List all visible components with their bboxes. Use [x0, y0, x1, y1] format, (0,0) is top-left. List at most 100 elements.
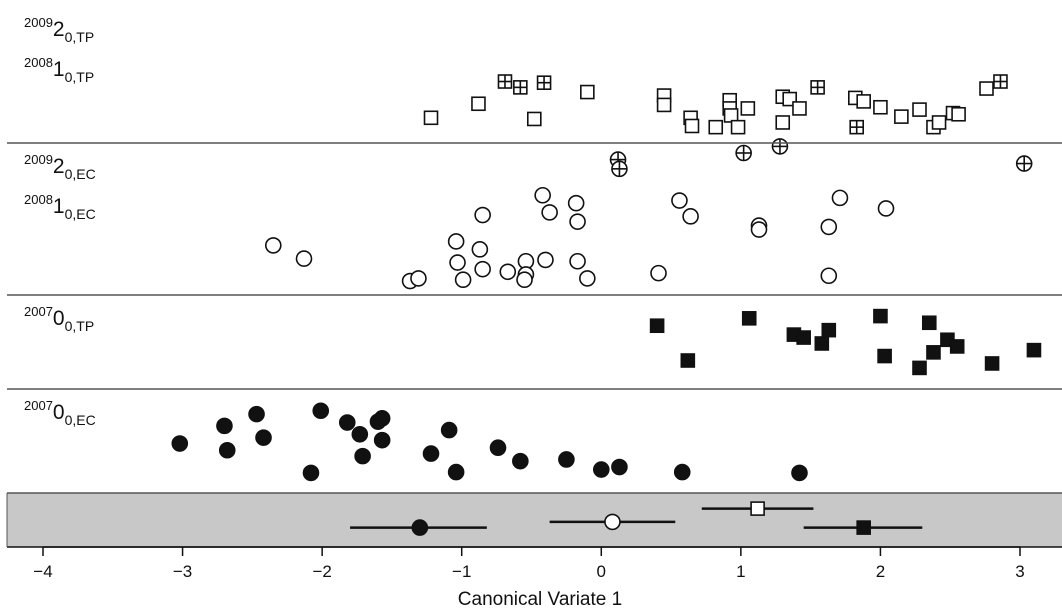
- filled-circle-point: [248, 405, 265, 423]
- x-axis-title: Canonical Variate 1: [458, 589, 622, 610]
- open-square-point: [979, 81, 994, 96]
- open-circle-point: [831, 189, 849, 207]
- open-square-point: [792, 101, 807, 116]
- filled-square-point: [873, 308, 888, 324]
- panel-background: [7, 493, 1062, 547]
- panel-label: 200920,TP: [24, 15, 94, 45]
- panel-2: 200920,EC 200810,EC: [24, 138, 1033, 290]
- open-circle-point: [454, 271, 472, 289]
- filled-square-point: [926, 345, 941, 360]
- x-tick-label: 0: [597, 562, 606, 581]
- filled-square-point: [856, 520, 871, 535]
- filled-square-point: [680, 353, 696, 368]
- panel-4: 200700,EC: [24, 398, 808, 482]
- open-circle-point: [750, 221, 768, 238]
- crossed-square-point: [513, 80, 528, 95]
- open-circle-point: [449, 254, 466, 271]
- open-circle-point: [569, 213, 586, 230]
- filled-square-point: [796, 330, 811, 345]
- filled-circle-point: [440, 421, 458, 439]
- x-tick-label: 1: [736, 562, 745, 581]
- filled-circle-point: [338, 414, 356, 431]
- filled-circle-point: [373, 431, 391, 449]
- open-circle-point: [474, 260, 491, 278]
- filled-circle-point: [673, 463, 691, 481]
- filled-circle-point: [255, 429, 272, 446]
- open-square-point: [856, 94, 871, 109]
- x-tick-label: −2: [312, 562, 331, 581]
- open-square-point: [775, 115, 791, 130]
- crossed-circle-point: [1015, 155, 1033, 172]
- x-tick-label: −4: [33, 562, 52, 581]
- x-tick-label: −1: [452, 562, 471, 581]
- open-circle-point: [604, 513, 621, 531]
- filled-square-point: [912, 360, 927, 376]
- open-circle-point: [471, 241, 489, 258]
- open-square-point: [951, 106, 966, 122]
- x-axis: −4 −3 −2 −1 0 1 2 3: [33, 546, 1025, 581]
- open-square-point: [873, 99, 888, 115]
- crossed-square-point: [810, 80, 825, 95]
- open-square-point: [471, 96, 486, 112]
- open-square-point: [750, 501, 765, 516]
- panels-layer: 200920,TP 200810,TP 200920,EC 200810,EC 2007…: [6, 15, 1062, 548]
- crossed-circle-point: [611, 160, 628, 178]
- filled-circle-point: [489, 439, 507, 457]
- filled-square-point: [1026, 342, 1042, 358]
- filled-square-point: [821, 322, 837, 338]
- open-square-point: [580, 84, 595, 100]
- crossed-square-point: [497, 74, 513, 89]
- filled-circle-point: [302, 464, 320, 482]
- crossed-circle-point: [735, 144, 752, 162]
- filled-circle-point: [312, 402, 330, 420]
- open-square-point: [423, 110, 439, 126]
- crossed-square-point: [993, 74, 1008, 89]
- filled-circle-point: [351, 425, 369, 443]
- open-circle-point: [682, 208, 699, 225]
- open-circle-point: [295, 250, 313, 267]
- open-square-point: [730, 119, 746, 135]
- crossed-square-point: [536, 75, 552, 90]
- filled-circle-point: [171, 435, 189, 452]
- panel-5: [7, 493, 1062, 547]
- filled-square-point: [984, 356, 1000, 371]
- open-circle-point: [820, 267, 838, 285]
- open-square-point: [656, 97, 672, 113]
- panel-label: 200700,EC: [24, 398, 96, 428]
- filled-circle-point: [512, 452, 529, 470]
- filled-circle-point: [373, 410, 391, 427]
- x-tick-label: −3: [173, 562, 192, 581]
- open-circle-point: [877, 200, 895, 217]
- filled-square-point: [814, 336, 830, 351]
- open-square-point: [526, 111, 542, 127]
- open-circle-point: [410, 270, 427, 287]
- open-circle-point: [567, 194, 585, 212]
- open-square-point: [684, 118, 700, 134]
- open-circle-point: [579, 270, 596, 287]
- filled-square-point: [741, 311, 757, 326]
- open-circle-point: [447, 233, 465, 250]
- open-square-point: [931, 115, 947, 130]
- open-circle-point: [569, 252, 586, 270]
- open-circle-point: [264, 237, 282, 254]
- panel-label: 200700,TP: [24, 304, 94, 334]
- open-circle-point: [534, 186, 551, 204]
- crossed-square-point: [849, 119, 865, 135]
- open-square-point: [894, 109, 909, 124]
- filled-circle-point: [354, 447, 371, 465]
- x-tick-label: 2: [876, 562, 885, 581]
- panel-3: 200700,TP: [24, 304, 1042, 376]
- crossed-circle-point: [771, 138, 789, 155]
- filled-circle-point: [791, 464, 808, 482]
- panel-label: 200920,EC: [24, 152, 96, 182]
- x-tick-label: 3: [1015, 562, 1024, 581]
- filled-square-point: [949, 339, 965, 354]
- open-square-point: [740, 101, 756, 116]
- filled-square-point: [921, 315, 937, 331]
- filled-circle-point: [447, 463, 465, 481]
- open-square-point: [708, 119, 724, 135]
- open-circle-point: [474, 206, 491, 224]
- filled-circle-point: [218, 441, 236, 459]
- open-circle-point: [516, 271, 533, 289]
- filled-square-point: [877, 348, 892, 364]
